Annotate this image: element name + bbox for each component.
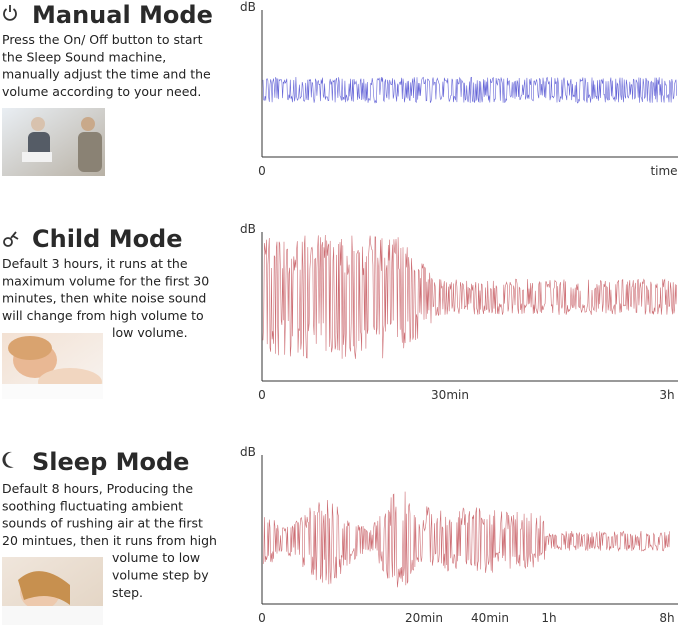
waveform (262, 76, 677, 104)
description-line: sounds of rushing air at the first (2, 516, 203, 531)
description-line: step. (112, 585, 143, 600)
section-title: Child Mode (32, 225, 183, 253)
x-axis-label: 40min (471, 611, 509, 625)
description-line: soothing fluctuating ambient (2, 498, 183, 513)
x-axis-label: 0 (258, 611, 266, 625)
section-title: Sleep Mode (32, 448, 189, 476)
photo-office (2, 108, 105, 176)
moon-icon (2, 451, 15, 468)
x-axis-label: 8h (659, 611, 674, 625)
x-axis-label: 0 (258, 388, 266, 402)
description-line: low volume. (112, 325, 188, 340)
photo-sleeper (2, 557, 103, 625)
description-line: Default 8 hours, Producing the (2, 481, 193, 496)
description-line: volume according to your need. (2, 84, 201, 99)
description-line: Press the On/ Off button to start (2, 32, 203, 47)
pacifier-icon (3, 231, 19, 247)
photo-child (2, 333, 103, 399)
x-axis-label: 30min (431, 388, 469, 402)
x-axis-label: 3h (659, 388, 674, 402)
x-axis-label: 0 (258, 164, 266, 178)
description-line: Default 3 hours, it runs at the (2, 256, 188, 271)
y-axis-label: dB (240, 222, 256, 236)
waveform (262, 234, 677, 359)
description-line: minutes, then white noise sound (2, 291, 206, 306)
x-axis-label: 1h (541, 611, 556, 625)
x-axis-label: 20min (405, 611, 443, 625)
description-line: will change from high volume to (2, 308, 204, 323)
power-icon (3, 5, 17, 21)
description-line: maximum volume for the first 30 (2, 273, 209, 288)
waveform (262, 491, 670, 588)
x-axis-label: time (650, 164, 677, 178)
y-axis-label: dB (240, 445, 256, 459)
description-line: 20 mintues, then it runs from high (2, 533, 217, 548)
section-title: Manual Mode (32, 1, 213, 29)
description-line: volume to low (112, 550, 200, 565)
y-axis-label: dB (240, 0, 256, 14)
description-line: manually adjust the time and the (2, 67, 211, 82)
description-line: volume step by (112, 568, 209, 583)
description-line: the Sleep Sound machine, (2, 49, 166, 64)
